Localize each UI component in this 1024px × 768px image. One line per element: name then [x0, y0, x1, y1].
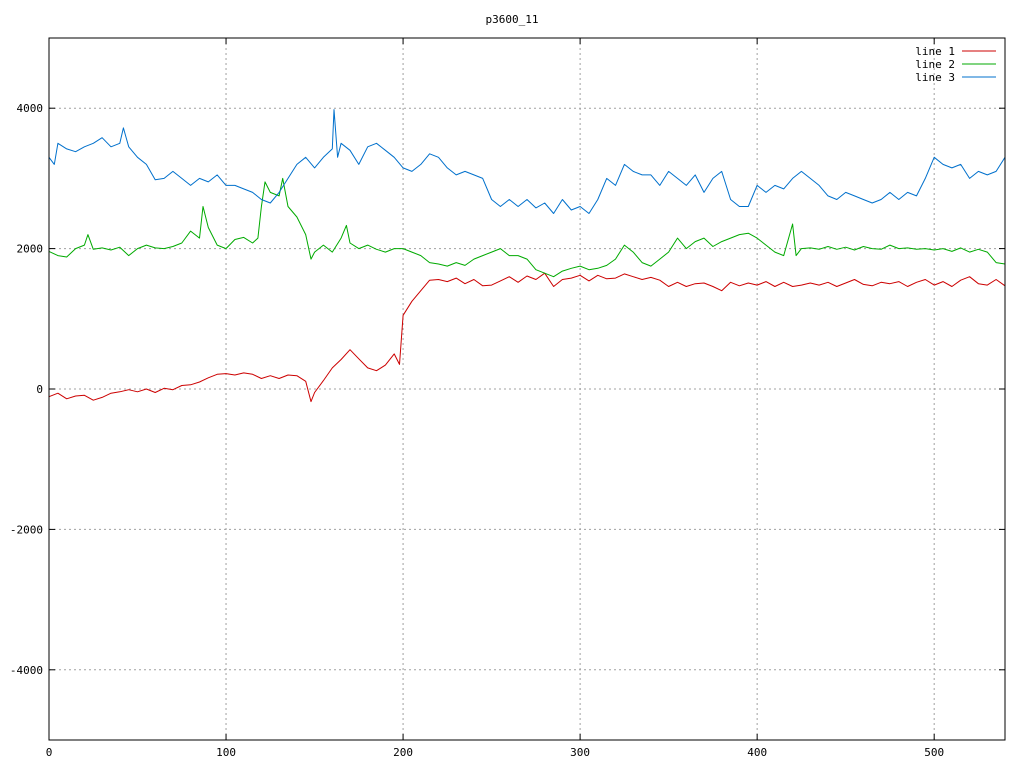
- series-line-2: [48, 177, 1006, 278]
- y-tick-label: -4000: [10, 664, 43, 677]
- legend-label-3: line 3: [915, 71, 955, 84]
- series-line-1: [48, 272, 1006, 403]
- y-tick-label: 0: [36, 383, 43, 396]
- y-tick-label: -2000: [10, 523, 43, 536]
- series-line-3: [48, 109, 1006, 214]
- legend-label-2: line 2: [915, 58, 955, 71]
- plot-frame: [48, 37, 1006, 741]
- y-tick-label: 4000: [17, 102, 44, 115]
- x-tick-label: 500: [924, 746, 944, 759]
- series-layer: [48, 109, 1006, 403]
- x-tick-label: 100: [216, 746, 236, 759]
- legend-label-1: line 1: [915, 45, 955, 58]
- x-tick-label: 300: [570, 746, 590, 759]
- axes: 0 100 200 300 400 500 -4000 -2000 0 2000 4000: [10, 38, 1005, 759]
- grid: [49, 38, 1005, 740]
- x-tick-label: 0: [46, 746, 53, 759]
- y-tick-label: 2000: [17, 243, 44, 256]
- chart-title: p3600_11: [486, 13, 539, 26]
- x-tick-label: 400: [747, 746, 767, 759]
- x-tick-label: 200: [393, 746, 413, 759]
